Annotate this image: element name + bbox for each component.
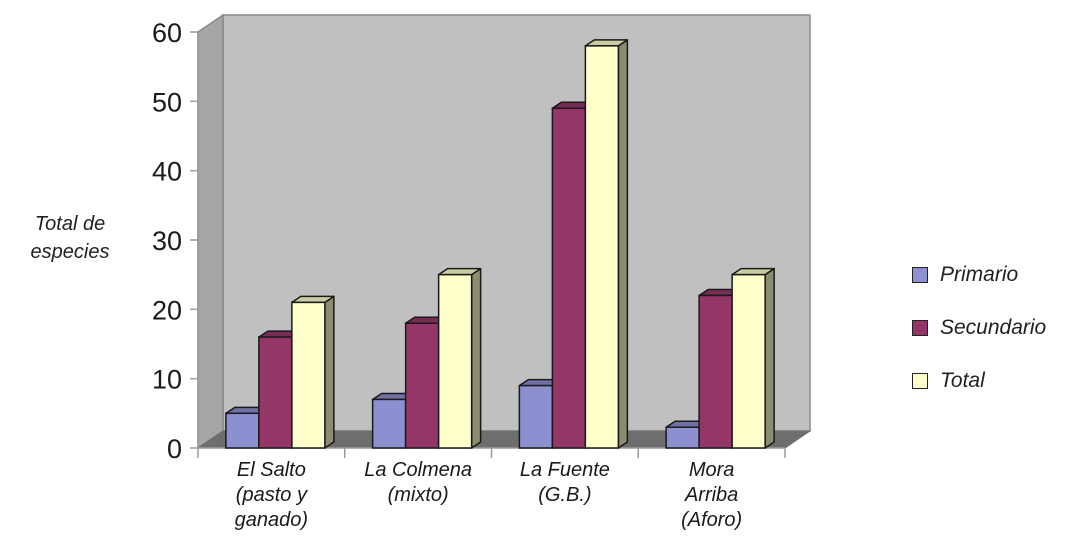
legend-label-total: Total [940, 369, 985, 392]
legend: Primario Secundario Total [912, 262, 1046, 421]
legend-item-total: Total [912, 368, 1046, 394]
x-tick-label: La Colmena (mixto) [364, 459, 472, 506]
bar-front-face [404, 322, 440, 449]
legend-item-secundario: Secundario [912, 315, 1046, 341]
bar-front-face [371, 398, 407, 449]
x-tick-label: Mora Arriba (Aforo) [681, 459, 742, 531]
bar-front-face [551, 107, 587, 449]
legend-swatch-total [912, 373, 928, 389]
bar-front-face [584, 45, 620, 449]
y-tick-label: 50 [152, 87, 182, 117]
bar-total-1 [291, 295, 335, 449]
bar-front-face [698, 294, 733, 449]
bar-front-face [225, 412, 260, 449]
y-axis-label-line-2: especies [30, 241, 110, 263]
y-tick-label: 30 [152, 226, 182, 256]
plot-side-wall [197, 13, 224, 450]
bar-side-face [764, 267, 775, 449]
bar-side-face [324, 295, 335, 449]
bar-front-face [291, 301, 326, 449]
bar-side-face [617, 39, 629, 449]
bar-total-3 [584, 39, 629, 449]
bar-side-face [470, 267, 482, 449]
bar-top-face [437, 267, 482, 276]
legend-swatch-secundario [912, 320, 928, 336]
legend-swatch-primario [912, 267, 928, 283]
bar-front-face [731, 273, 766, 449]
y-tick-label: 60 [152, 18, 182, 48]
y-tick-label: 40 [152, 157, 182, 187]
y-tick-label: 0 [167, 434, 182, 464]
legend-item-primario: Primario [912, 262, 1046, 288]
bar-front-face [518, 384, 554, 449]
bar-front-face [665, 426, 700, 449]
bar-front-face [258, 336, 293, 449]
bar-top-face [584, 39, 629, 47]
bar-total-2 [437, 267, 482, 449]
bar-front-face [437, 273, 473, 449]
bar-top-face [731, 267, 775, 276]
y-tick-label: 10 [152, 365, 182, 395]
y-axis-label-line-1: Total de [34, 213, 106, 235]
x-tick-label: La Fuente (G.B.) [520, 459, 610, 506]
bar-total-4 [731, 267, 775, 449]
x-tick-label: El Salto (pasto y ganado) [235, 459, 308, 531]
legend-label-primario: Primario [940, 263, 1019, 286]
y-axis-label: Total de especies [20, 210, 120, 266]
bar-top-face [291, 295, 335, 304]
y-tick-label: 20 [152, 295, 182, 325]
legend-label-secundario: Secundario [940, 316, 1047, 339]
